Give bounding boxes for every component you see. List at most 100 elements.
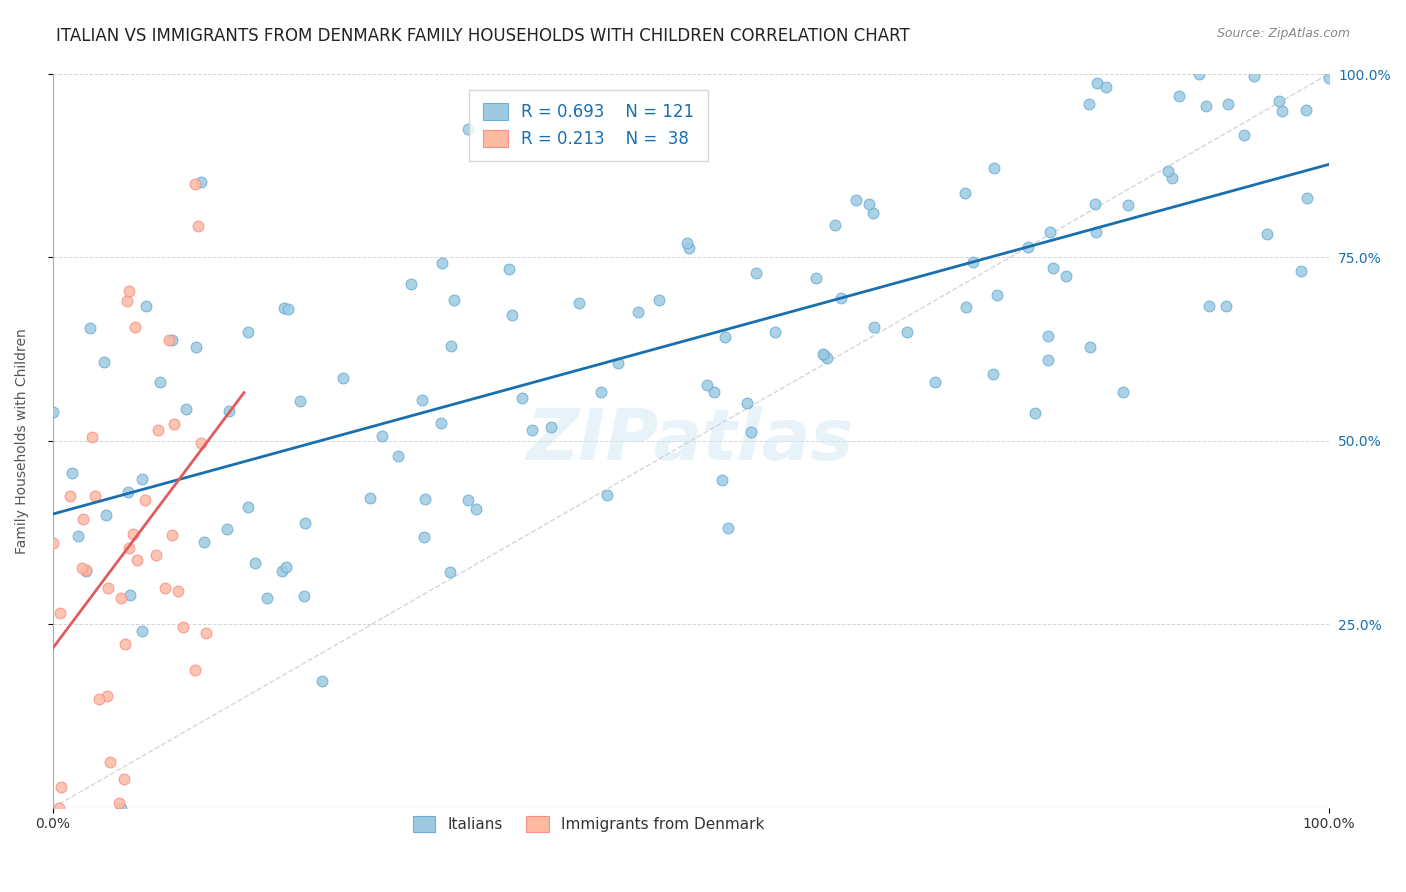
Point bbox=[1024, 406, 1046, 420]
Point bbox=[568, 296, 591, 310]
Point bbox=[1116, 198, 1139, 212]
Point bbox=[924, 375, 946, 389]
Point bbox=[157, 333, 180, 347]
Point bbox=[845, 193, 868, 207]
Point bbox=[591, 384, 613, 399]
Point bbox=[359, 491, 381, 506]
Point bbox=[962, 255, 984, 269]
Point bbox=[110, 801, 132, 815]
Point bbox=[1216, 96, 1239, 111]
Point bbox=[824, 218, 846, 232]
Point bbox=[1042, 261, 1064, 276]
Point bbox=[118, 284, 141, 298]
Point bbox=[135, 299, 157, 313]
Point bbox=[311, 673, 333, 688]
Point bbox=[108, 796, 131, 810]
Point bbox=[93, 355, 115, 369]
Point bbox=[80, 430, 103, 444]
Point bbox=[457, 492, 479, 507]
Point bbox=[75, 563, 97, 577]
Point bbox=[117, 485, 139, 500]
Point bbox=[153, 581, 176, 595]
Point bbox=[332, 371, 354, 385]
Point bbox=[714, 330, 737, 344]
Text: ITALIAN VS IMMIGRANTS FROM DENMARK FAMILY HOUSEHOLDS WITH CHILDREN CORRELATION C: ITALIAN VS IMMIGRANTS FROM DENMARK FAMIL… bbox=[56, 27, 910, 45]
Point bbox=[96, 689, 118, 703]
Point bbox=[540, 419, 562, 434]
Point bbox=[439, 565, 461, 579]
Point bbox=[457, 121, 479, 136]
Point bbox=[277, 301, 299, 316]
Point bbox=[49, 606, 72, 620]
Point bbox=[274, 559, 297, 574]
Point bbox=[187, 219, 209, 233]
Point bbox=[125, 552, 148, 566]
Point bbox=[1295, 191, 1317, 205]
Point bbox=[1167, 88, 1189, 103]
Point bbox=[190, 175, 212, 189]
Point bbox=[290, 394, 312, 409]
Point bbox=[163, 417, 186, 431]
Point bbox=[371, 429, 394, 443]
Point bbox=[166, 584, 188, 599]
Point bbox=[717, 521, 740, 535]
Point bbox=[112, 772, 135, 786]
Point bbox=[114, 637, 136, 651]
Point bbox=[131, 472, 153, 486]
Point bbox=[110, 591, 132, 606]
Point bbox=[1195, 99, 1218, 113]
Point bbox=[98, 755, 121, 769]
Point bbox=[1289, 264, 1312, 278]
Point bbox=[703, 384, 725, 399]
Point bbox=[215, 522, 238, 536]
Point bbox=[1233, 128, 1256, 142]
Point bbox=[172, 620, 194, 634]
Point bbox=[70, 561, 93, 575]
Point bbox=[1215, 299, 1237, 313]
Point bbox=[97, 581, 120, 595]
Point bbox=[430, 416, 453, 430]
Point bbox=[498, 261, 520, 276]
Point bbox=[858, 197, 880, 211]
Point bbox=[1085, 76, 1108, 90]
Point bbox=[184, 177, 207, 191]
Point bbox=[1094, 80, 1116, 95]
Point bbox=[243, 557, 266, 571]
Point bbox=[118, 541, 141, 555]
Point bbox=[190, 436, 212, 450]
Point bbox=[1080, 340, 1102, 354]
Legend: Italians, Immigrants from Denmark: Italians, Immigrants from Denmark bbox=[401, 804, 776, 844]
Point bbox=[862, 206, 884, 220]
Point bbox=[676, 235, 699, 250]
Point bbox=[194, 625, 217, 640]
Point bbox=[273, 301, 295, 315]
Point bbox=[763, 325, 786, 339]
Point bbox=[270, 564, 292, 578]
Point bbox=[1085, 226, 1108, 240]
Point bbox=[443, 293, 465, 308]
Point bbox=[399, 277, 422, 291]
Point bbox=[184, 340, 207, 354]
Point bbox=[124, 319, 146, 334]
Point bbox=[117, 293, 139, 308]
Point bbox=[745, 266, 768, 280]
Point bbox=[413, 492, 436, 507]
Point bbox=[87, 692, 110, 706]
Point bbox=[94, 508, 117, 523]
Point bbox=[238, 325, 260, 339]
Point bbox=[1017, 240, 1039, 254]
Point bbox=[1077, 97, 1099, 112]
Point bbox=[522, 423, 544, 437]
Point bbox=[218, 404, 240, 418]
Point bbox=[1084, 197, 1107, 211]
Point bbox=[149, 376, 172, 390]
Point bbox=[510, 391, 533, 405]
Point bbox=[740, 425, 762, 439]
Point bbox=[678, 241, 700, 255]
Point bbox=[813, 348, 835, 362]
Point bbox=[430, 256, 453, 270]
Point bbox=[1112, 385, 1135, 400]
Point bbox=[1256, 227, 1278, 241]
Point bbox=[1271, 104, 1294, 119]
Point bbox=[811, 347, 834, 361]
